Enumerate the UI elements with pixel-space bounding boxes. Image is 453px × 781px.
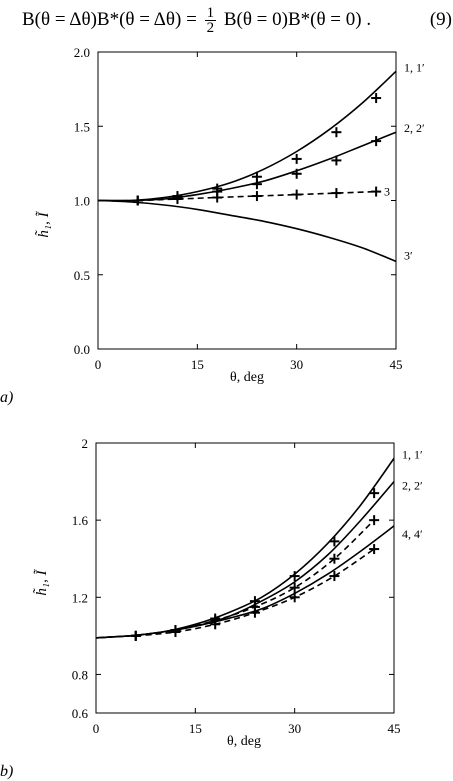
x-tick-label: 0 <box>95 357 102 372</box>
x-tick-label: 30 <box>290 357 303 372</box>
data-point-marker <box>132 195 143 206</box>
data-point-marker <box>251 191 262 202</box>
data-point-marker <box>371 136 382 147</box>
chart-b: 0 15 30 45 0.6 0.8 1.2 1.6 2 θ, deg h̃₁, Ĩ b) 1, 1′ 2… <box>0 436 423 780</box>
data-point-marker <box>289 592 300 603</box>
equation-equals: = <box>186 9 197 30</box>
chart-a: 0 15 30 45 0.0 0.5 1.0 1.5 2.0 θ, deg h̃₁, Ĩ a) 1, 1… <box>0 45 425 406</box>
data-point-marker <box>291 168 302 179</box>
data-point-marker <box>291 189 302 200</box>
series-line-b-3 <box>135 519 375 637</box>
series-line-a-0 <box>97 70 397 202</box>
y-tick-label: 0.6 <box>72 706 89 721</box>
series-label: 4, 4′ <box>402 527 423 541</box>
y-tick-label: 0.8 <box>72 667 88 682</box>
y-tick-label: 0.0 <box>74 342 90 357</box>
series-line-a-2 <box>97 131 397 202</box>
x-tick-label: 15 <box>191 357 204 372</box>
x-tick-label: 45 <box>388 721 401 736</box>
series-label: 3′ <box>404 248 413 262</box>
data-point-marker <box>329 571 340 582</box>
series-label: 1, 1′ <box>404 60 425 74</box>
y-tick-label: 2 <box>82 436 89 451</box>
data-point-marker <box>369 515 380 526</box>
y-tick-label: 1.5 <box>74 119 90 134</box>
y-axis-label: h̃₁, Ĩ <box>33 568 50 595</box>
data-point-marker <box>210 619 221 630</box>
series-label: 2, 2′ <box>402 479 423 493</box>
y-axis-label: h̃₁, Ĩ <box>35 210 52 237</box>
equation-rhs: B(θ = 0)B*(θ = 0) . <box>223 9 372 30</box>
x-tick-label: 45 <box>390 357 403 372</box>
panel-label: b) <box>0 763 13 780</box>
data-point-marker <box>172 194 183 205</box>
data-point-marker <box>291 153 302 164</box>
data-point-marker <box>130 630 141 641</box>
x-tick-label: 30 <box>288 721 301 736</box>
equation-fraction: 1 2 <box>204 5 217 37</box>
series-line-b-6 <box>135 548 375 637</box>
y-tick-label: 0.5 <box>74 268 90 283</box>
data-point-marker <box>289 582 300 593</box>
data-point-marker <box>329 553 340 564</box>
equation-lhs: B(θ = Δθ)B*(θ = Δθ) <box>22 9 182 30</box>
x-tick-label: 0 <box>93 721 100 736</box>
x-axis-label: θ, deg <box>230 370 264 385</box>
data-point-marker <box>369 544 380 555</box>
series-label: 2, 2′ <box>404 121 425 135</box>
data-point-marker <box>331 127 342 138</box>
data-point-marker <box>331 188 342 199</box>
x-axis-label: θ, deg <box>227 734 261 749</box>
y-tick-label: 2.0 <box>74 45 90 60</box>
data-point-marker <box>369 488 380 499</box>
data-point-marker <box>371 186 382 197</box>
series-label: 1, 1′ <box>402 447 423 461</box>
panel-label: a) <box>0 389 13 406</box>
data-point-marker <box>371 93 382 104</box>
y-tick-label: 1.6 <box>72 513 89 528</box>
y-tick-label: 1.0 <box>74 194 90 209</box>
x-tick-label: 15 <box>189 721 202 736</box>
data-point-marker <box>170 627 181 637</box>
series-label: 3 <box>384 185 390 199</box>
data-point-marker <box>249 607 260 618</box>
equation-9: B(θ = Δθ)B*(θ = Δθ) = 1 2 B(θ = 0)B*(θ =… <box>22 2 452 38</box>
y-tick-label: 1.2 <box>72 590 88 605</box>
data-point-marker <box>251 179 262 190</box>
data-point-marker <box>331 155 342 166</box>
series-line-a-6 <box>97 199 397 263</box>
data-point-marker <box>289 571 300 582</box>
data-point-marker <box>329 536 340 547</box>
equation-fraction-denominator: 2 <box>206 20 215 37</box>
equation-fraction-numerator: 1 <box>204 5 217 22</box>
series-line-b-5 <box>95 525 395 639</box>
equation-number: (9) <box>429 9 452 30</box>
data-point-marker <box>212 192 223 203</box>
plot-frame-b <box>95 442 395 714</box>
